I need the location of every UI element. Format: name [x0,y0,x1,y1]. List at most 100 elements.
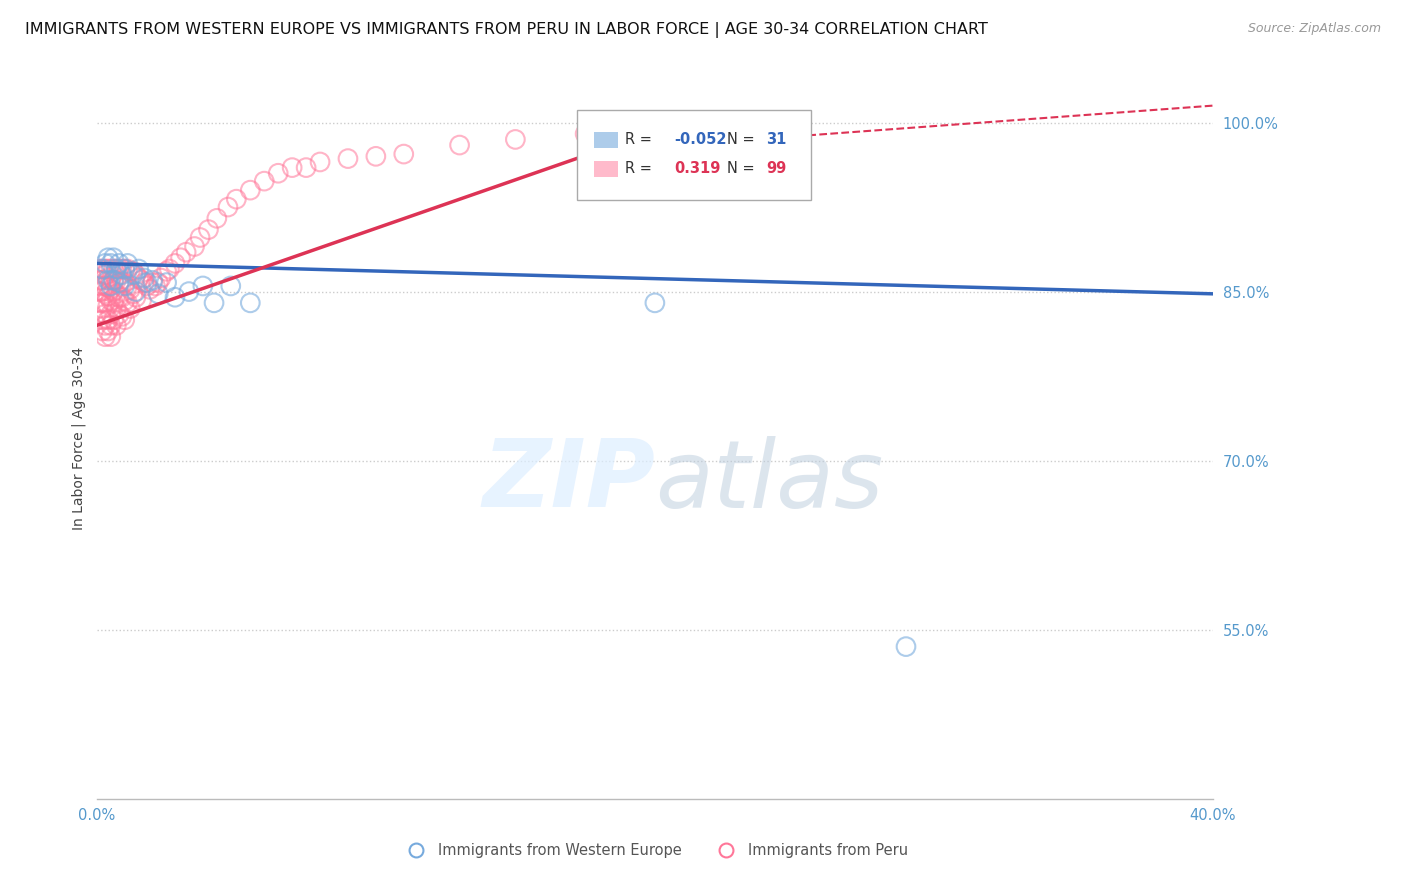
Point [122,268,145,282]
Point [103,312,125,326]
Point [128,271,150,285]
Text: 99: 99 [766,161,787,176]
Point [392,147,415,161]
Point [97,298,120,312]
Point [239,183,262,197]
Point [505,132,527,146]
Point [117,296,139,310]
Point [103,296,125,310]
Point [155,264,177,278]
Text: Source: ZipAtlas.com: Source: ZipAtlas.com [1247,22,1381,36]
Point [142,273,165,287]
Point [103,285,125,299]
Bar [593,161,619,177]
Point [253,174,276,188]
Point [100,329,122,343]
Point [309,155,332,169]
Point [128,262,150,277]
Point [449,138,471,153]
Point [89,296,111,310]
Point [105,262,128,277]
Point [177,285,200,299]
Point [97,262,120,277]
Point [108,307,131,321]
Point [108,290,131,304]
Point [267,166,290,180]
Point [131,273,153,287]
Point [157,262,180,277]
Point [111,268,134,282]
Point [105,273,128,287]
Point [103,251,125,265]
Point [94,268,117,282]
Y-axis label: In Labor Force | Age 30-34: In Labor Force | Age 30-34 [72,346,86,530]
Point [108,256,131,270]
Point [205,211,228,226]
Point [94,296,117,310]
Point [103,262,125,277]
Point [155,276,177,290]
Point [100,293,122,308]
Point [105,318,128,333]
Point [163,256,186,270]
Point [111,290,134,304]
Text: ZIP: ZIP [482,435,655,527]
Point [122,286,145,301]
Point [97,271,120,285]
Point [100,273,122,287]
Point [163,290,186,304]
Point [97,324,120,338]
Point [108,276,131,290]
Point [122,264,145,278]
Point [202,296,225,310]
Point [114,262,136,277]
Point [148,276,170,290]
Point [100,256,122,270]
Point [219,279,242,293]
Point [145,279,167,293]
Point [94,329,117,343]
Text: N =: N = [727,132,755,147]
Point [103,273,125,287]
Point [114,276,136,290]
Point [148,286,170,301]
Point [217,200,239,214]
Point [97,312,120,326]
Point [114,262,136,277]
Point [136,276,159,290]
Point [91,262,114,277]
Point [117,279,139,293]
Point [150,271,173,285]
Point [111,276,134,290]
Point [97,289,120,303]
Text: R =: R = [624,132,651,147]
Point [117,262,139,277]
Text: 31: 31 [766,132,787,147]
Point [174,245,197,260]
Point [89,273,111,287]
Point [94,279,117,293]
Point [108,276,131,290]
Point [105,262,128,277]
Point [644,296,666,310]
Point [281,161,304,175]
Point [225,192,247,206]
Point [91,301,114,316]
Text: atlas: atlas [655,436,883,527]
Point [188,230,211,244]
Point [105,301,128,316]
Point [120,301,142,316]
Point [97,273,120,287]
Point [111,262,134,277]
Point [125,285,148,299]
Point [100,282,122,296]
Point [139,282,162,296]
Point [91,262,114,277]
Text: R =: R = [624,161,651,176]
Point [111,310,134,324]
Point [91,312,114,326]
Point [94,256,117,270]
Text: -0.052: -0.052 [673,132,727,147]
Point [894,640,917,654]
Point [89,262,111,277]
